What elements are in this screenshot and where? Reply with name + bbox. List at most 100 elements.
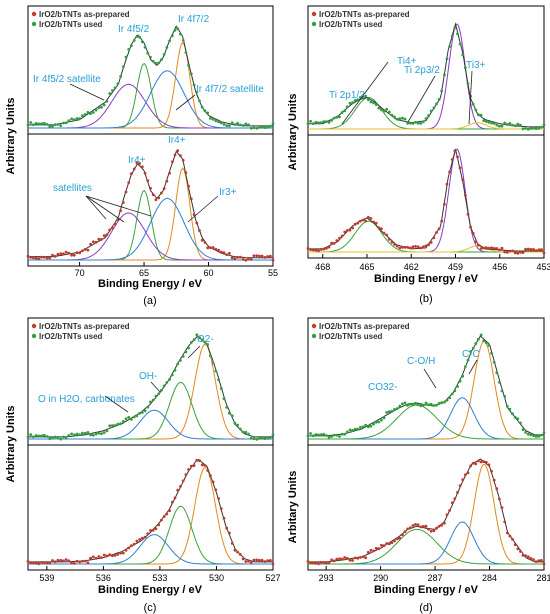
data-point <box>252 558 256 562</box>
data-point <box>345 105 349 109</box>
data-point <box>268 254 272 258</box>
data-point <box>45 561 49 565</box>
data-point <box>97 431 101 435</box>
data-point <box>513 543 517 547</box>
data-point <box>75 251 79 255</box>
data-point <box>343 556 347 559</box>
data-point <box>217 497 221 500</box>
data-point <box>119 209 122 213</box>
data-point <box>456 155 459 159</box>
annot-o2minus: O2- <box>197 334 214 345</box>
data-point <box>377 226 381 230</box>
panel-a-ticks: 70 65 60 55 <box>75 262 278 278</box>
data-point <box>534 560 538 563</box>
data-point <box>200 105 204 109</box>
data-point <box>140 165 144 169</box>
data-point <box>51 124 54 128</box>
arrow-c2 <box>150 381 161 393</box>
data-point <box>503 520 507 524</box>
data-point <box>121 65 125 68</box>
data-point <box>390 541 394 545</box>
data-point <box>97 555 101 558</box>
data-point <box>521 127 525 131</box>
data-point <box>189 72 193 76</box>
data-point <box>359 425 362 429</box>
data-point <box>162 53 166 56</box>
data-point <box>53 435 57 439</box>
data-point <box>29 561 33 564</box>
data-point <box>146 532 150 535</box>
data-point <box>121 420 125 423</box>
data-point <box>255 558 259 562</box>
data-point <box>382 416 386 420</box>
data-point <box>348 228 352 232</box>
data-point <box>225 124 229 127</box>
data-point <box>492 478 496 482</box>
data-point <box>187 346 191 350</box>
data-point <box>540 125 543 129</box>
data-point <box>372 549 375 553</box>
data-point <box>521 428 525 431</box>
data-point <box>495 371 499 375</box>
data-point <box>230 414 234 418</box>
data-point <box>53 560 57 564</box>
data-point <box>309 561 312 564</box>
data-point <box>353 99 357 102</box>
arrow-a3 <box>85 195 107 220</box>
data-point <box>445 513 449 517</box>
data-point <box>474 240 478 244</box>
data-point <box>401 533 404 537</box>
data-point <box>401 116 404 120</box>
data-point <box>403 401 407 405</box>
data-point <box>157 196 161 200</box>
data-point <box>443 400 446 404</box>
data-point <box>484 341 488 345</box>
data-point <box>372 220 375 224</box>
data-point <box>500 246 504 250</box>
data-point <box>32 435 35 439</box>
panel-a: Arbitrary Units Binding Energy / eV (a) … <box>5 5 278 307</box>
data-point <box>325 120 328 123</box>
data-point <box>26 123 30 127</box>
data-point <box>124 190 128 194</box>
data-point <box>374 103 378 106</box>
data-point <box>83 559 87 563</box>
data-point <box>266 559 269 563</box>
data-point <box>382 544 386 547</box>
data-point <box>146 179 150 183</box>
data-point <box>395 117 399 121</box>
data-point <box>219 387 223 390</box>
data-point <box>395 244 399 248</box>
data-point <box>45 435 49 438</box>
data-point <box>268 435 272 439</box>
data-point <box>83 248 87 251</box>
data-point <box>503 121 507 125</box>
data-point <box>154 198 158 202</box>
panel-c-annotations: O2- OH- O in H2O, carbonates <box>38 334 214 405</box>
data-point <box>130 418 133 421</box>
data-point <box>263 560 267 563</box>
data-point <box>424 401 428 405</box>
panel-a-ylabel: Arbitrary Units <box>5 97 17 174</box>
data-point <box>32 256 35 260</box>
data-point <box>83 113 87 116</box>
data-point <box>458 42 462 46</box>
x-tick-label: 462 <box>404 262 419 272</box>
fit-envelope <box>308 458 544 563</box>
data-point <box>48 256 52 260</box>
data-point <box>372 422 375 426</box>
data-point <box>343 230 347 234</box>
data-point <box>247 123 250 127</box>
data-point <box>437 524 441 528</box>
data-point <box>266 255 269 258</box>
data-point <box>482 119 486 122</box>
data-point <box>200 338 204 342</box>
data-point <box>330 119 333 122</box>
data-point <box>484 460 488 464</box>
fit-component-blue <box>28 409 273 440</box>
data-point <box>351 226 354 230</box>
data-point <box>260 254 264 258</box>
panel-c-xlabel: Binding Energy / eV <box>98 584 203 596</box>
data-point <box>500 506 504 510</box>
data-point <box>138 162 142 165</box>
